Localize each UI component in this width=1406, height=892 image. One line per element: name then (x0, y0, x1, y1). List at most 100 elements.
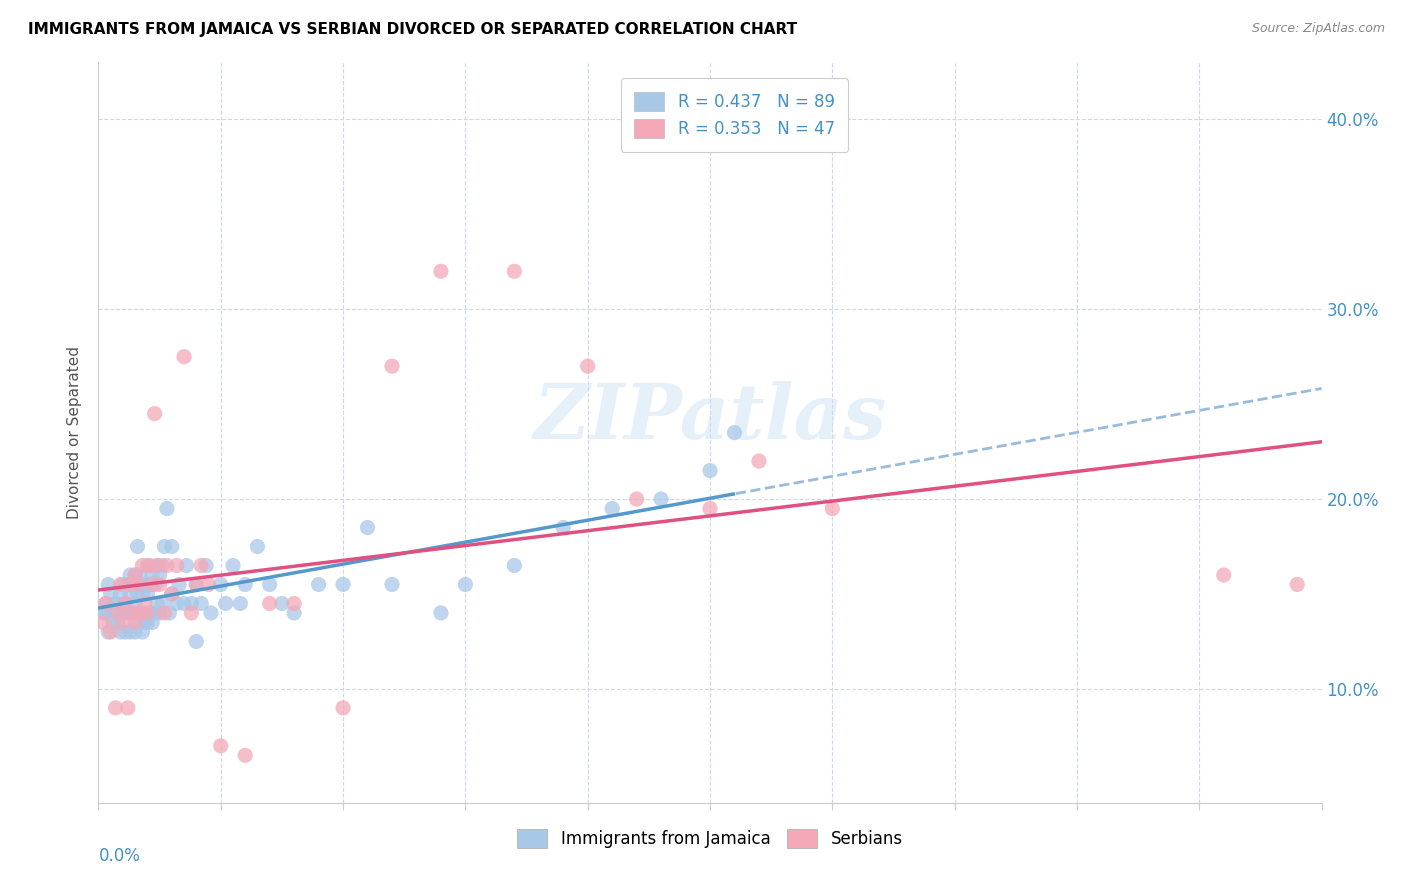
Point (117, 606, 139, 620)
Point (139, 606, 162, 620)
Point (111, 577, 134, 591)
Point (124, 615, 146, 630)
Point (110, 577, 132, 591)
Point (124, 624, 146, 639)
Point (136, 606, 159, 620)
Point (107, 615, 129, 630)
Point (94, 606, 117, 620)
Point (129, 606, 152, 620)
Point (166, 558, 188, 573)
Point (259, 577, 281, 591)
Point (120, 624, 142, 639)
Point (131, 587, 153, 601)
Point (222, 558, 245, 573)
Point (146, 597, 169, 611)
Point (190, 558, 212, 573)
Point (97, 577, 120, 591)
Point (94, 597, 117, 611)
Point (131, 606, 153, 620)
Point (136, 558, 159, 573)
Point (121, 577, 143, 591)
Point (167, 577, 190, 591)
Point (141, 568, 163, 582)
Point (149, 606, 172, 620)
Point (454, 577, 477, 591)
Point (153, 606, 176, 620)
Point (139, 577, 162, 591)
Point (748, 454, 770, 468)
Point (229, 597, 252, 611)
Point (503, 264, 526, 278)
Point (143, 606, 166, 620)
Point (209, 577, 232, 591)
Point (91, 615, 114, 630)
Point (1286, 577, 1309, 591)
Point (114, 597, 136, 611)
Point (186, 634, 208, 648)
Point (332, 701, 354, 715)
Point (114, 597, 136, 611)
Point (553, 520, 575, 534)
Y-axis label: Divorced or Separated: Divorced or Separated (67, 346, 83, 519)
Point (246, 540, 269, 554)
Point (699, 501, 721, 516)
Point (176, 558, 198, 573)
Point (146, 558, 169, 573)
Point (197, 577, 219, 591)
Point (120, 568, 142, 582)
Point (107, 606, 129, 620)
Point (101, 606, 124, 620)
Point (173, 350, 195, 364)
Point (117, 577, 139, 591)
Point (259, 597, 281, 611)
Point (381, 359, 404, 374)
Point (124, 568, 146, 582)
Point (124, 597, 146, 611)
Point (117, 701, 139, 715)
Point (104, 597, 127, 611)
Point (100, 587, 122, 601)
Point (600, 501, 623, 516)
Point (104, 701, 127, 715)
Point (160, 540, 183, 554)
Point (200, 606, 222, 620)
Point (699, 464, 721, 478)
Point (356, 520, 378, 534)
Point (430, 606, 453, 620)
Point (214, 597, 236, 611)
Point (283, 606, 305, 620)
Text: 0.0%: 0.0% (98, 847, 141, 865)
Point (1212, 568, 1234, 582)
Point (100, 624, 122, 639)
Point (153, 540, 176, 554)
Point (149, 568, 172, 582)
Point (821, 501, 844, 516)
Point (650, 491, 672, 506)
Point (157, 606, 180, 620)
Point (270, 597, 294, 611)
Point (156, 558, 179, 573)
Text: ZIPatlas: ZIPatlas (533, 381, 887, 455)
Text: IMMIGRANTS FROM JAMAICA VS SERBIAN DIVORCED OR SEPARATED CORRELATION CHART: IMMIGRANTS FROM JAMAICA VS SERBIAN DIVOR… (28, 22, 797, 37)
Point (626, 491, 648, 506)
Point (139, 577, 162, 591)
Point (120, 577, 142, 591)
Point (150, 597, 173, 611)
Point (97, 624, 120, 639)
Point (180, 597, 202, 611)
Point (127, 615, 149, 630)
Point (136, 587, 159, 601)
Point (121, 606, 143, 620)
Point (173, 597, 195, 611)
Point (149, 577, 172, 591)
Point (381, 577, 404, 591)
Point (124, 568, 146, 582)
Point (121, 606, 143, 620)
Point (114, 624, 136, 639)
Point (180, 606, 202, 620)
Point (332, 577, 354, 591)
Point (134, 597, 156, 611)
Point (209, 739, 232, 753)
Point (101, 615, 124, 630)
Point (141, 615, 163, 630)
